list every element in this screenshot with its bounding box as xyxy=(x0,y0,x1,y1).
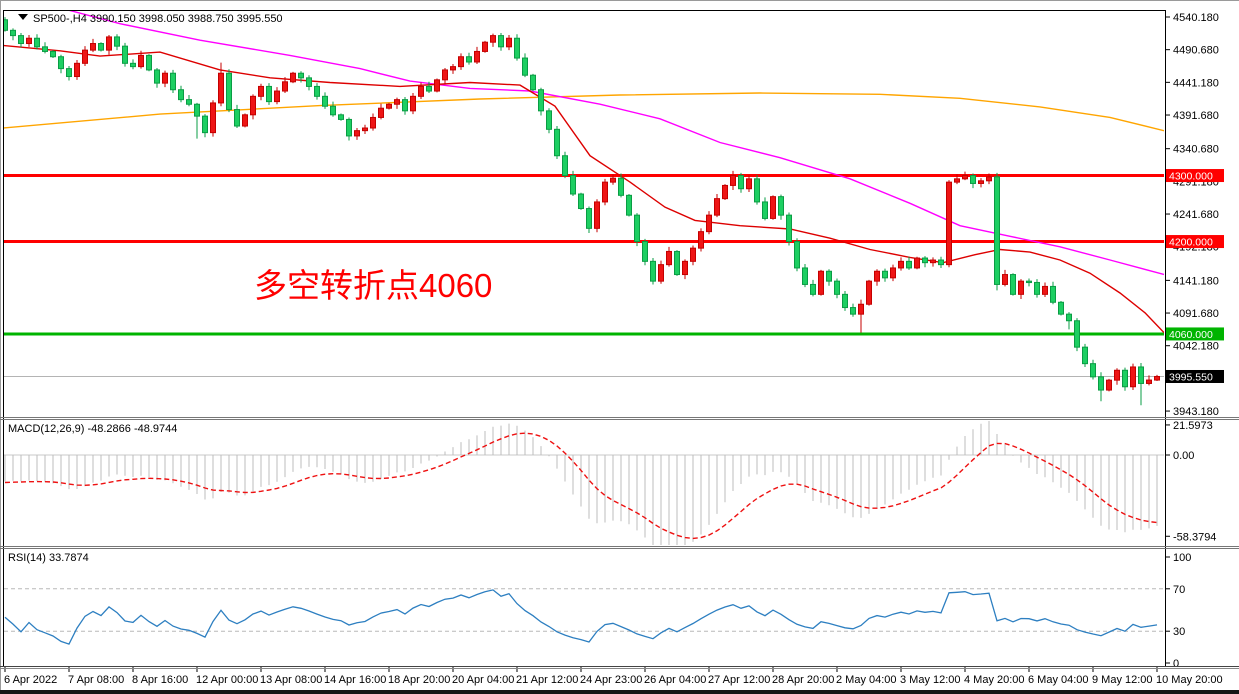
time-tick: 18 Apr 20:00 xyxy=(388,674,450,686)
price-tick: 4141.180 xyxy=(1173,275,1219,287)
rsi-label: RSI(14) 33.7874 xyxy=(8,552,89,564)
time-tick: 21 Apr 12:00 xyxy=(516,674,578,686)
rsi-panel[interactable] xyxy=(4,588,1164,645)
symbol-dropdown-icon[interactable] xyxy=(18,14,28,20)
time-tick: 27 Apr 12:00 xyxy=(708,674,770,686)
time-tick: 9 May 12:00 xyxy=(1092,674,1153,686)
macd-label: MACD(12,26,9) -48.2866 -48.9744 xyxy=(8,423,177,435)
time-tick: 28 Apr 20:00 xyxy=(772,674,834,686)
price-tick: 4091.680 xyxy=(1173,308,1219,320)
macd-tick: 21.5973 xyxy=(1173,420,1213,432)
macd-panel[interactable] xyxy=(4,419,1164,548)
time-tick: 13 Apr 08:00 xyxy=(260,674,322,686)
price-tick: 4241.680 xyxy=(1173,209,1219,221)
level-badge-4200: 4200.000 xyxy=(1166,235,1224,249)
time-tick: 8 Apr 16:00 xyxy=(132,674,188,686)
rsi-tick: 100 xyxy=(1173,552,1191,564)
time-tick: 4 May 20:00 xyxy=(964,674,1025,686)
price-tick: 4042.180 xyxy=(1173,341,1219,353)
price-tick: 3943.180 xyxy=(1173,406,1219,418)
symbol-title: SP500-,H4 3990.150 3998.050 3988.750 399… xyxy=(33,13,283,25)
ma-red-fast xyxy=(4,44,1164,334)
price-tick: 4540.180 xyxy=(1173,12,1219,24)
svg-text:4060.000: 4060.000 xyxy=(1169,329,1213,341)
macd-tick: 0.00 xyxy=(1173,450,1194,462)
annotation-text: 多空转折点4060 xyxy=(254,267,493,304)
time-tick: 12 Apr 00:00 xyxy=(196,674,258,686)
svg-text:4300.000: 4300.000 xyxy=(1169,171,1213,183)
macd-tick: -58.3794 xyxy=(1173,531,1216,543)
current-price-badge: 3995.550 xyxy=(1166,369,1224,383)
time-tick: 7 Apr 08:00 xyxy=(68,674,124,686)
price-tick: 4340.680 xyxy=(1173,144,1219,156)
svg-text:4200.000: 4200.000 xyxy=(1169,237,1213,249)
level-badge-4300: 4300.000 xyxy=(1166,169,1224,183)
candles-layer xyxy=(4,17,1160,406)
time-tick: 6 Apr 2022 xyxy=(4,674,57,686)
macd-histogram xyxy=(4,421,1158,545)
level-badge-4060: 4060.000 xyxy=(1166,327,1224,341)
rsi-tick: 0 xyxy=(1173,658,1179,670)
chart-title: SP500-,H4 3990.150 3998.050 3988.750 399… xyxy=(18,13,283,25)
time-tick: 3 May 12:00 xyxy=(900,674,961,686)
axes-layer: 4540.180 4490.680 4441.180 4391.680 4340.680… xyxy=(4,12,1223,686)
price-tick: 4391.680 xyxy=(1173,110,1219,122)
time-tick: 20 Apr 04:00 xyxy=(452,674,514,686)
time-tick: 24 Apr 23:00 xyxy=(580,674,642,686)
price-tick: 4441.180 xyxy=(1173,77,1219,89)
svg-text:3995.550: 3995.550 xyxy=(1169,371,1213,383)
price-tick: 4490.680 xyxy=(1173,45,1219,57)
rsi-line xyxy=(4,589,1158,645)
ma-orange-slow xyxy=(4,92,1164,132)
main-chart-panel[interactable] xyxy=(3,3,1165,406)
ma-magenta-mid xyxy=(69,11,1164,276)
time-tick: 10 May 20:00 xyxy=(1156,674,1223,686)
time-tick: 2 May 04:00 xyxy=(836,674,897,686)
time-tick: 14 Apr 16:00 xyxy=(324,674,386,686)
time-tick: 6 May 04:00 xyxy=(1028,674,1089,686)
macd-signal-line xyxy=(4,432,1158,540)
rsi-tick: 30 xyxy=(1173,626,1185,638)
time-tick: 26 Apr 04:00 xyxy=(644,674,706,686)
rsi-tick: 70 xyxy=(1173,584,1185,596)
